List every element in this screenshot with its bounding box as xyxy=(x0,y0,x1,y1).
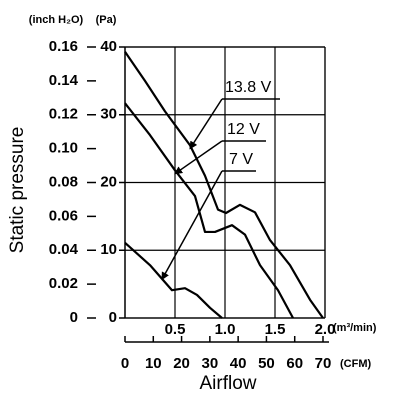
y2-tick-label: 0.12 xyxy=(49,106,78,123)
y2-tick-label: 0 xyxy=(70,309,78,326)
y2-unit: (inch H₂O) xyxy=(29,14,84,26)
y-unit: (Pa) xyxy=(96,14,117,26)
series-line xyxy=(124,241,223,319)
x2-tick-label: 60 xyxy=(286,355,303,372)
x-tick-label: 2.0 xyxy=(315,321,336,338)
y-tick-label: 10 xyxy=(100,241,117,258)
x-tick-label: 0.5 xyxy=(165,321,186,338)
x2-tick-label: 30 xyxy=(202,355,219,372)
y2-tick-label: 0.06 xyxy=(49,207,78,224)
series-line xyxy=(124,51,324,319)
x2-tick-label: 70 xyxy=(315,355,332,372)
x-unit: (m³/min) xyxy=(333,322,377,334)
x2-tick-label: 10 xyxy=(145,355,162,372)
x-tick-label: 1.0 xyxy=(215,321,236,338)
x2-tick-label: 40 xyxy=(230,355,247,372)
y2-tick-label: 0.10 xyxy=(49,140,78,157)
series-label: 12 V xyxy=(227,121,260,138)
x2-tick-label: 20 xyxy=(173,355,190,372)
y2-tick-label: 0.08 xyxy=(49,173,78,190)
series-line xyxy=(124,102,294,319)
y-tick-label: 0 xyxy=(109,309,117,326)
label-arrow xyxy=(189,98,223,150)
y-tick-label: 20 xyxy=(100,173,117,190)
series-label: 13.8 V xyxy=(225,79,272,96)
x-axis-title: Airflow xyxy=(199,373,256,394)
label-arrow xyxy=(161,170,223,281)
x2-unit: (CFM) xyxy=(340,358,371,370)
y-tick-label: 30 xyxy=(100,106,117,123)
x2-tick-label: 0 xyxy=(121,355,129,372)
y2-tick-label: 0.14 xyxy=(49,72,79,89)
y-axis-title: Static pressure xyxy=(7,127,28,254)
series-label: 7 V xyxy=(229,151,253,168)
x-tick-label: 1.5 xyxy=(265,321,286,338)
y2-tick-label: 0.16 xyxy=(49,38,78,55)
y2-tick-label: 0.04 xyxy=(49,241,79,258)
label-arrow xyxy=(174,140,223,175)
y-tick-label: 40 xyxy=(100,38,117,55)
y2-tick-label: 0.02 xyxy=(49,275,78,292)
x2-tick-label: 50 xyxy=(258,355,275,372)
